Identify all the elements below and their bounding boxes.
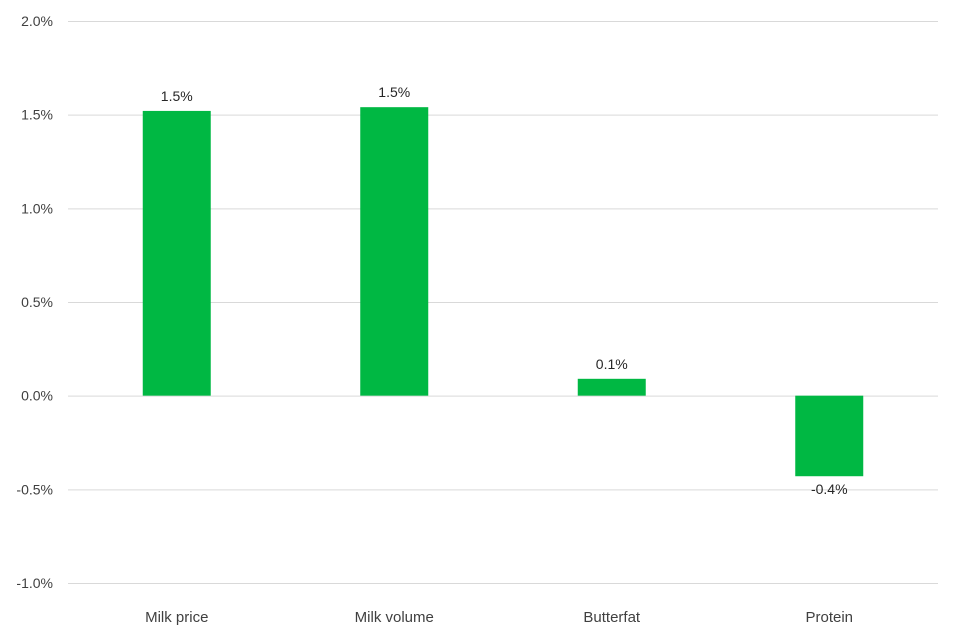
gridlines xyxy=(68,21,938,584)
data-label: 1.5% xyxy=(378,84,410,100)
y-tick-label: 0.0% xyxy=(21,388,53,404)
bar xyxy=(142,110,211,396)
y-tick-label: 1.5% xyxy=(21,107,53,123)
y-tick-label: 1.0% xyxy=(21,200,53,216)
bar xyxy=(577,378,646,396)
data-label: 1.5% xyxy=(161,88,193,104)
x-tick-label: Milk price xyxy=(145,609,208,626)
x-tick-label: Protein xyxy=(805,609,853,626)
y-axis: 2.0% 1.5% 1.0% 0.5% 0.0% -0.5% -1.0% xyxy=(16,13,53,591)
bar xyxy=(360,107,429,396)
y-tick-label: 0.5% xyxy=(21,294,53,310)
y-tick-label: 2.0% xyxy=(21,13,53,29)
data-label: 0.1% xyxy=(596,356,628,372)
y-tick-label: -0.5% xyxy=(16,481,53,497)
bar xyxy=(795,395,864,477)
x-tick-label: Milk volume xyxy=(355,609,434,626)
x-axis: Milk price Milk volume Butterfat Protein xyxy=(145,609,853,626)
data-label: -0.4% xyxy=(811,481,848,497)
y-tick-label: -1.0% xyxy=(16,575,53,591)
x-tick-label: Butterfat xyxy=(583,609,641,626)
data-labels: 1.5% 1.5% 0.1% -0.4% xyxy=(161,84,848,497)
bars xyxy=(142,107,864,477)
